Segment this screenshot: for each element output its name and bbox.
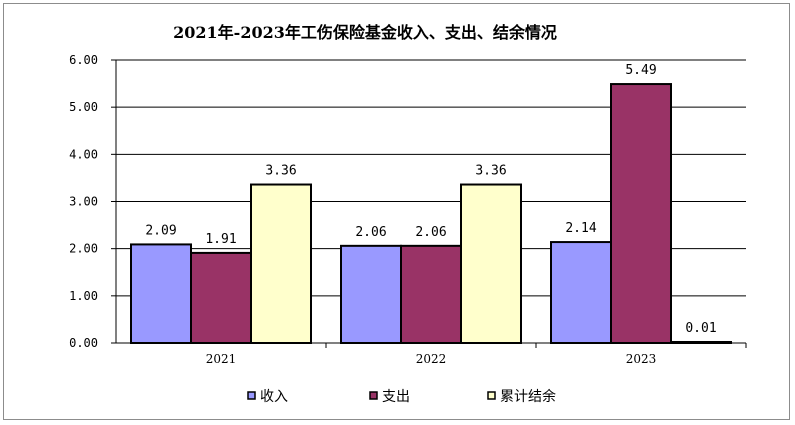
data-label: 2.14	[565, 221, 596, 236]
y-tick-label: 2.00	[69, 242, 98, 256]
y-tick-label: 5.00	[69, 100, 98, 114]
data-label: 0.01	[685, 321, 716, 336]
bar-收入-2022	[340, 244, 402, 344]
bar-支出-2021	[190, 251, 252, 344]
bar-累计结余-2021	[250, 183, 312, 344]
x-axis: 2021 2022 2023	[116, 342, 747, 366]
bar-支出-2022	[400, 244, 462, 344]
legend: 收入 支出 累计结余	[247, 388, 556, 405]
legend-label: 收入	[260, 389, 288, 405]
data-label: 1.91	[205, 232, 236, 247]
y-axis: 0.00 1.00 2.00 3.00 4.00 5.00 6.00	[69, 53, 117, 350]
data-label: 2.06	[355, 225, 386, 240]
x-tick-label: 2022	[416, 352, 447, 366]
x-tick-label: 2021	[206, 352, 237, 366]
bar-累计结余-2022	[460, 183, 522, 344]
y-tick-label: 3.00	[69, 195, 98, 209]
bar-收入-2021	[130, 243, 192, 344]
bar-收入-2023	[550, 241, 612, 345]
legend-label: 支出	[382, 389, 410, 405]
y-tick-label: 0.00	[69, 336, 98, 350]
y-tick-label: 1.00	[69, 289, 98, 303]
data-label: 3.36	[265, 164, 296, 179]
bar-支出-2023	[610, 83, 672, 345]
y-tick-label: 4.00	[69, 147, 98, 161]
bars: 2.09 1.91 3.36 2.06 2.06 3.36 2.14 5.49 0.01	[130, 63, 732, 345]
data-label: 3.36	[475, 164, 506, 179]
legend-swatch-收入	[247, 391, 256, 400]
data-label: 2.06	[415, 225, 446, 240]
y-tick-label: 6.00	[69, 53, 98, 67]
x-tick-label: 2023	[626, 352, 657, 366]
data-label: 2.09	[145, 223, 176, 238]
chart-title: 2021年-2023年工伤保险基金收入、支出、结余情况	[173, 23, 557, 42]
data-label: 5.49	[625, 63, 656, 78]
legend-label: 累计结余	[500, 388, 556, 405]
legend-swatch-支出	[369, 391, 378, 400]
legend-swatch-累计结余	[487, 391, 496, 400]
